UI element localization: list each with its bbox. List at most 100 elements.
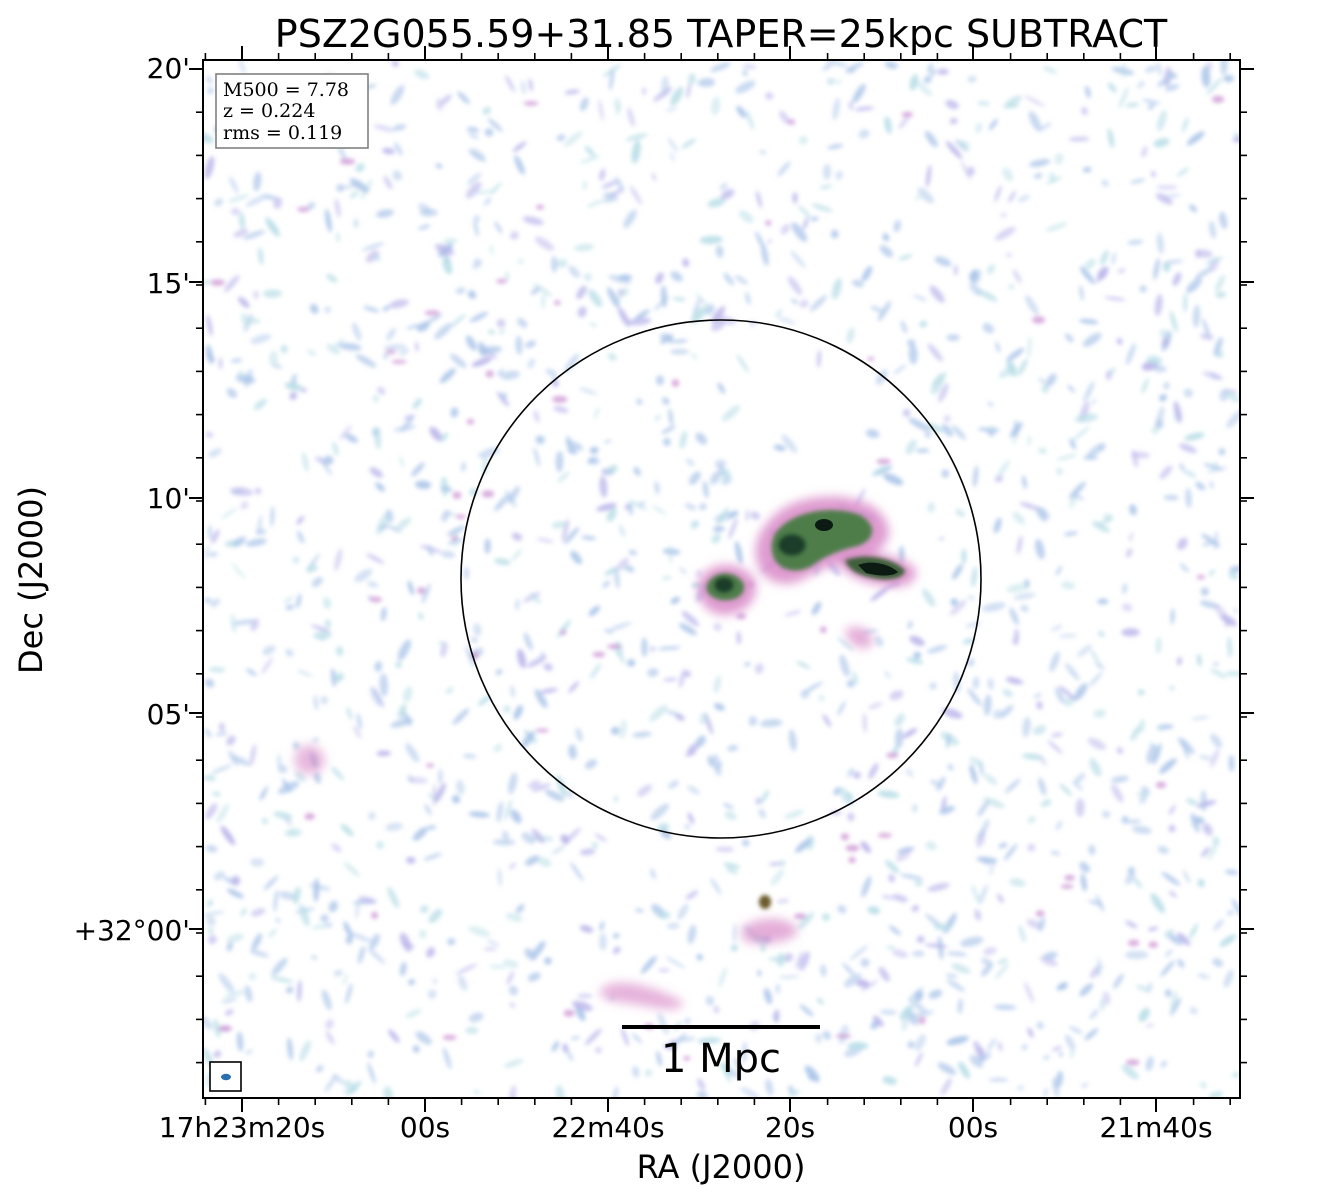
noise-blob — [961, 160, 971, 181]
noise-blob — [641, 637, 648, 657]
noise-blob — [894, 728, 904, 748]
noise-blob — [632, 731, 652, 738]
noise-blob — [795, 838, 812, 853]
noise-blob — [387, 886, 400, 909]
noise-blob — [1130, 725, 1141, 741]
noise-blob — [367, 1050, 374, 1059]
noise-blob — [860, 841, 871, 854]
noise-blob — [504, 271, 510, 282]
noise-blob — [204, 728, 212, 738]
noise-blob — [908, 417, 930, 431]
noise-blob — [490, 181, 502, 195]
noise-blob — [961, 548, 967, 565]
noise-blob — [392, 170, 402, 181]
noise-blob — [1152, 743, 1162, 765]
noise-blob — [563, 131, 583, 147]
noise-blob — [269, 976, 294, 983]
noise-blob — [602, 580, 611, 588]
noise-blob — [509, 1002, 516, 1008]
noise-blob — [1096, 266, 1109, 281]
noise-blob — [1016, 535, 1023, 555]
noise-blob — [283, 596, 294, 604]
noise-blob — [1090, 399, 1097, 405]
noise-blob — [1019, 502, 1039, 510]
noise-blob — [1079, 285, 1084, 301]
noise-blob — [215, 731, 228, 736]
noise-blob — [878, 966, 890, 982]
noise-blob — [1121, 815, 1129, 824]
noise-blob — [696, 569, 702, 577]
noise-blob — [758, 808, 766, 819]
noise-blob — [899, 874, 924, 880]
noise-blob — [232, 619, 256, 626]
noise-blob — [513, 705, 523, 720]
noise-blob — [339, 425, 352, 440]
noise-blob-pink — [671, 379, 680, 387]
noise-blob — [745, 509, 750, 522]
noise-blob — [776, 898, 790, 904]
noise-blob — [553, 405, 569, 414]
noise-blob — [427, 989, 437, 999]
noise-blob — [398, 348, 410, 356]
noise-blob — [736, 105, 747, 118]
noise-blob — [742, 69, 748, 77]
noise-blob — [1113, 973, 1124, 989]
noise-blob — [383, 353, 388, 360]
noise-blob — [612, 933, 620, 939]
noise-blob — [1213, 919, 1224, 931]
noise-blob — [361, 242, 385, 251]
noise-blob — [378, 524, 388, 531]
noise-blob — [1159, 394, 1167, 402]
noise-blob — [946, 951, 968, 957]
noise-blob — [1048, 172, 1056, 183]
noise-blob — [936, 776, 946, 792]
noise-blob — [358, 896, 377, 904]
noise-blob — [949, 599, 967, 616]
noise-blob — [745, 291, 751, 305]
noise-blob — [466, 126, 480, 133]
noise-blob — [710, 62, 731, 72]
noise-blob — [960, 936, 984, 947]
noise-blob — [941, 424, 953, 437]
noise-blob — [1089, 1009, 1099, 1020]
noise-blob — [1065, 1034, 1076, 1051]
noise-blob — [1073, 494, 1084, 501]
noise-blob — [1206, 466, 1228, 474]
noise-blob — [357, 945, 366, 964]
noise-blob — [469, 1012, 484, 1023]
noise-blob — [1035, 506, 1047, 522]
noise-blob — [1069, 438, 1076, 450]
noise-blob — [894, 713, 905, 727]
noise-blob — [649, 645, 656, 652]
noise-blob — [699, 712, 708, 725]
y-tick-label-10: 10' — [147, 482, 190, 515]
noise-blob — [237, 370, 244, 378]
noise-blob — [1052, 1077, 1060, 1098]
noise-blob — [969, 282, 982, 296]
noise-blob — [477, 341, 488, 358]
noise-blob — [1005, 253, 1013, 257]
noise-blob — [1037, 447, 1048, 455]
noise-blob — [244, 985, 253, 1003]
noise-blob — [858, 129, 870, 139]
noise-blob — [227, 933, 244, 943]
noise-blob — [345, 983, 353, 1004]
noise-blob — [844, 973, 862, 988]
noise-blob — [941, 796, 947, 813]
noise-blob — [946, 1035, 969, 1046]
noise-blob — [484, 128, 494, 137]
noise-blob — [1182, 869, 1191, 884]
noise-blob — [228, 194, 249, 203]
noise-blob — [397, 639, 412, 661]
noise-blob — [1125, 102, 1140, 108]
noise-blob — [690, 306, 707, 324]
noise-blob — [1039, 506, 1050, 520]
noise-blob — [531, 783, 552, 792]
noise-blob — [383, 344, 407, 351]
noise-blob — [661, 425, 676, 435]
noise-blob — [915, 194, 922, 201]
noise-blob — [1061, 581, 1076, 590]
noise-blob — [618, 307, 631, 327]
noise-blob — [898, 116, 910, 130]
noise-blob — [1159, 328, 1168, 338]
